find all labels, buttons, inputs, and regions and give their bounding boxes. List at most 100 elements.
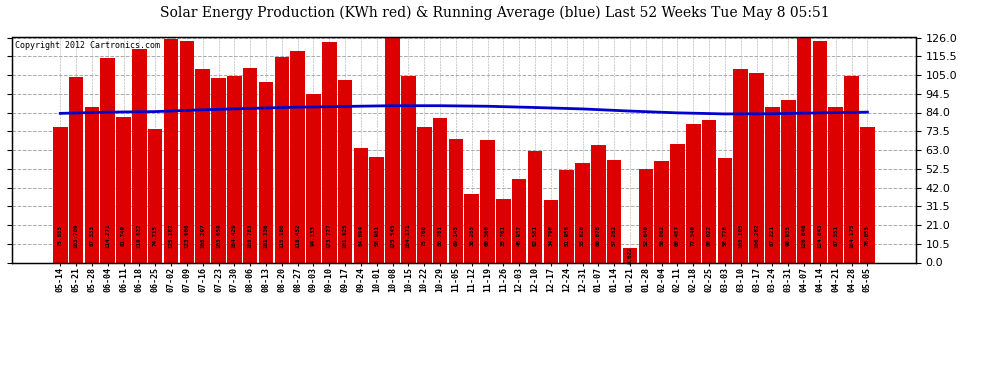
Text: 69.145: 69.145: [453, 225, 458, 246]
Text: 123.727: 123.727: [327, 224, 332, 248]
Text: 101.336: 101.336: [263, 224, 268, 248]
Text: 87.221: 87.221: [770, 225, 775, 246]
Text: 62.581: 62.581: [533, 225, 538, 246]
Bar: [243, 68, 257, 262]
Bar: [749, 73, 764, 262]
Text: 55.826: 55.826: [580, 225, 585, 246]
Text: 57.282: 57.282: [612, 225, 617, 246]
Text: 76.055: 76.055: [865, 225, 870, 246]
Text: 74.715: 74.715: [152, 225, 157, 246]
Bar: [385, 38, 400, 262]
Bar: [639, 168, 653, 262]
Bar: [797, 38, 812, 262]
Text: 108.105: 108.105: [739, 224, 743, 248]
Text: 75.885: 75.885: [57, 225, 62, 246]
Text: 118.452: 118.452: [295, 224, 300, 248]
Text: 126.046: 126.046: [802, 224, 807, 248]
Bar: [448, 139, 463, 262]
Text: 106.282: 106.282: [754, 224, 759, 248]
Bar: [829, 106, 843, 262]
Text: 80.022: 80.022: [707, 225, 712, 246]
Bar: [559, 170, 574, 262]
Bar: [274, 57, 289, 262]
Bar: [195, 69, 210, 262]
Bar: [670, 144, 685, 262]
Text: 125.102: 125.102: [168, 224, 173, 248]
Text: 66.078: 66.078: [596, 225, 601, 246]
Text: 103.709: 103.709: [73, 224, 78, 248]
Bar: [686, 124, 701, 262]
Text: 8.022: 8.022: [628, 247, 633, 264]
Bar: [844, 76, 859, 262]
Text: 94.133: 94.133: [311, 225, 316, 246]
Bar: [211, 78, 226, 262]
Text: 101.925: 101.925: [343, 224, 347, 248]
Bar: [464, 194, 479, 262]
Text: 56.802: 56.802: [659, 225, 664, 246]
Bar: [290, 51, 305, 262]
Bar: [813, 41, 828, 262]
Text: 125.545: 125.545: [390, 224, 395, 248]
Text: 114.271: 114.271: [105, 224, 110, 248]
Text: 104.171: 104.171: [406, 224, 411, 248]
Bar: [148, 129, 162, 262]
Bar: [258, 81, 273, 262]
Text: 104.429: 104.429: [232, 224, 237, 248]
Text: 103.059: 103.059: [216, 224, 221, 248]
Bar: [860, 127, 875, 262]
Text: 108.783: 108.783: [248, 224, 252, 248]
Bar: [781, 100, 796, 262]
Bar: [338, 81, 352, 262]
Bar: [702, 120, 717, 262]
Text: 87.351: 87.351: [834, 225, 839, 246]
Text: Copyright 2012 Cartronics.com: Copyright 2012 Cartronics.com: [15, 41, 159, 50]
Bar: [480, 140, 495, 262]
Bar: [544, 200, 558, 262]
Bar: [53, 127, 67, 262]
Bar: [369, 157, 384, 262]
Text: 38.285: 38.285: [469, 225, 474, 246]
Bar: [528, 151, 543, 262]
Text: 108.297: 108.297: [200, 224, 205, 248]
Bar: [765, 107, 780, 262]
Bar: [417, 128, 432, 262]
Text: 68.360: 68.360: [485, 225, 490, 246]
Text: 81.749: 81.749: [121, 225, 126, 246]
Text: Solar Energy Production (KWh red) & Running Average (blue) Last 52 Weeks Tue May: Solar Energy Production (KWh red) & Runn…: [160, 6, 830, 20]
Text: 58.776: 58.776: [723, 225, 728, 246]
Text: 124.043: 124.043: [818, 224, 823, 248]
Text: 52.640: 52.640: [644, 225, 648, 246]
Text: 77.349: 77.349: [691, 225, 696, 246]
Bar: [100, 58, 115, 262]
Bar: [132, 48, 147, 262]
Bar: [306, 94, 321, 262]
Text: 104.175: 104.175: [849, 224, 854, 248]
Bar: [496, 199, 511, 262]
Bar: [734, 69, 748, 262]
Bar: [433, 118, 447, 262]
Text: 34.796: 34.796: [548, 225, 553, 246]
Bar: [401, 76, 416, 262]
Bar: [322, 42, 337, 262]
Text: 35.761: 35.761: [501, 225, 506, 246]
Bar: [179, 41, 194, 262]
Bar: [575, 163, 590, 262]
Text: 75.700: 75.700: [422, 225, 427, 246]
Bar: [654, 161, 669, 262]
Bar: [227, 76, 242, 262]
Text: 58.981: 58.981: [374, 225, 379, 246]
Bar: [163, 39, 178, 262]
Text: 46.937: 46.937: [517, 225, 522, 246]
Bar: [591, 144, 606, 262]
Text: 51.958: 51.958: [564, 225, 569, 246]
Bar: [353, 148, 368, 262]
Bar: [512, 178, 527, 262]
Bar: [68, 77, 83, 262]
Text: 87.333: 87.333: [89, 225, 94, 246]
Text: 119.822: 119.822: [137, 224, 142, 248]
Text: 123.906: 123.906: [184, 224, 189, 248]
Bar: [623, 248, 638, 262]
Bar: [607, 160, 622, 262]
Bar: [116, 117, 131, 262]
Text: 66.487: 66.487: [675, 225, 680, 246]
